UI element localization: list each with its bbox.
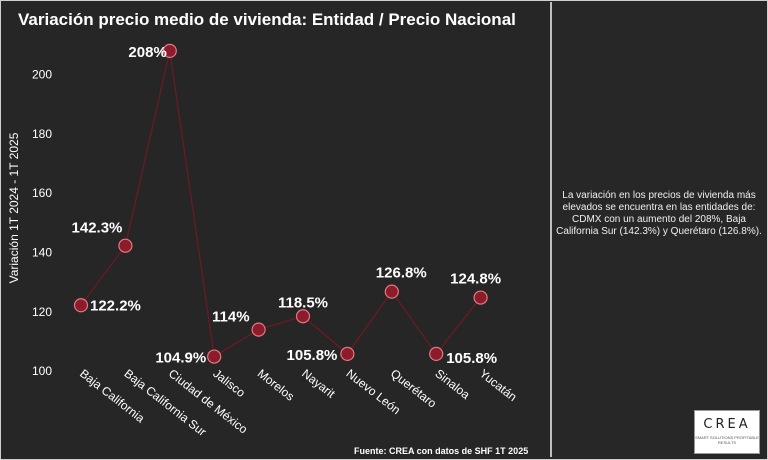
y-tick-label: 100 [32,364,52,378]
data-point [162,43,177,58]
series-line-path [80,50,482,358]
chart-title: Variación precio medio de vivienda: Enti… [18,10,516,29]
data-label: 208% [128,44,166,61]
crea-logo: CREA SMART SOLUTIONS PROFITABLE RESULTS [694,410,760,454]
source-note: Fuente: CREA con datos de SHF 1T 2025 [354,446,529,456]
y-tick-label: 160 [32,186,52,200]
y-tick-label: 180 [32,127,52,141]
data-point [207,349,222,364]
line-chart: 100 120 140 160 180 200 Variación 1T 2024 - 1… [7,43,520,439]
data-point [473,290,488,305]
data-label: 118.5% [278,294,328,311]
series-line [80,50,482,358]
series-markers [73,43,488,364]
x-tick-label: Sinaloa [432,366,472,402]
data-label: 104.9% [155,350,206,367]
x-tick-label: Jalisco [210,366,248,400]
y-tick-label: 200 [32,68,52,82]
data-point [251,322,266,337]
data-point [73,298,89,313]
y-tick-label: 140 [32,246,52,260]
data-label: 126.8% [376,265,427,282]
y-axis-label: Variación 1T 2024 - 1T 2025 [7,132,21,283]
panel-divider [550,2,552,457]
y-tick-label: 120 [32,305,52,319]
data-point [118,238,133,253]
data-labels: 122.2% 142.3% 208% 104.9% 114% 118.5% 105.8% 12… [72,44,502,367]
data-point [340,346,355,362]
annotation-text: La variación en los precios de vivienda … [556,190,762,237]
x-tick-label: Yucatán [477,366,520,404]
data-label: 124.8% [450,271,501,288]
data-label: 142.3% [72,220,123,237]
data-point [384,284,399,299]
y-axis: 100 120 140 160 180 200 [32,68,52,378]
x-tick-label: Nayarit [299,366,338,401]
data-label: 114% [212,309,250,326]
logo-name: CREA [703,417,751,432]
data-label: 122.2% [90,297,141,314]
data-label: 105.8% [287,347,338,364]
data-label: 105.8% [446,350,497,367]
x-tick-label: Baja California Sur [122,366,209,439]
data-point [295,309,311,324]
x-tick-label: Morelos [255,366,297,403]
chart-panel [2,2,550,457]
logo-tagline: SMART SOLUTIONS PROFITABLE RESULTS [695,435,759,445]
data-point [429,346,444,362]
